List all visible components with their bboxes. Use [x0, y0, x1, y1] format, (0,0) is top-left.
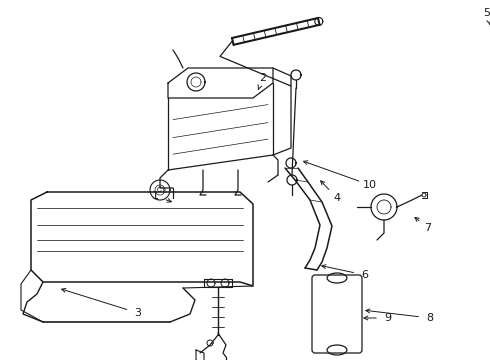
Text: 6: 6 — [362, 270, 368, 280]
Text: 8: 8 — [426, 313, 434, 323]
Text: 4: 4 — [333, 193, 341, 203]
Text: 1: 1 — [151, 191, 158, 201]
Text: 9: 9 — [385, 313, 392, 323]
Text: 10: 10 — [363, 180, 377, 190]
Text: 2: 2 — [259, 73, 267, 83]
Text: 5: 5 — [484, 8, 490, 18]
Text: 7: 7 — [424, 223, 432, 233]
Text: 3: 3 — [134, 308, 142, 318]
